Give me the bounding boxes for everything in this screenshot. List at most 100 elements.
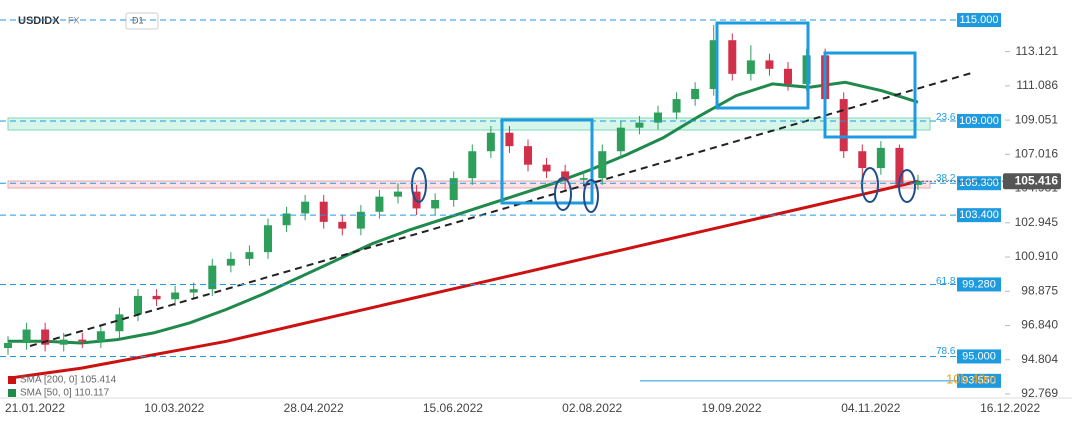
candle-body xyxy=(524,146,532,165)
candle-body xyxy=(152,295,161,300)
candle-body xyxy=(876,147,885,169)
y-tick-label: 107.016 xyxy=(1015,146,1059,160)
last-price-bg xyxy=(1003,173,1061,190)
candle-body xyxy=(765,60,774,69)
candle-body xyxy=(616,127,625,152)
y-tick-label: 109.051 xyxy=(1015,112,1059,126)
candle-body xyxy=(22,329,31,343)
sma-line xyxy=(8,80,919,345)
level-label: 95.000 xyxy=(962,350,996,362)
candle-body xyxy=(542,164,551,172)
candle-body xyxy=(895,147,904,185)
level-label: 93.550 xyxy=(962,375,996,387)
candle-body xyxy=(394,191,402,197)
candle-body xyxy=(226,258,235,266)
last-price-label: 105.416 xyxy=(1015,173,1059,187)
candle-body xyxy=(264,225,272,253)
level-label: 99.280 xyxy=(962,278,996,290)
box xyxy=(823,51,917,139)
candle-body xyxy=(356,211,365,229)
support-zone xyxy=(7,117,931,131)
fib-label: 38.2 xyxy=(936,173,956,184)
interval-selector[interactable] xyxy=(125,12,159,30)
candle-body xyxy=(189,289,198,293)
legend-swatch xyxy=(8,389,16,397)
candle-body xyxy=(691,88,700,100)
candle-body xyxy=(914,181,922,185)
candle-body xyxy=(431,200,440,209)
y-tick-label: 113.121 xyxy=(1016,44,1059,58)
level-label: 103.400 xyxy=(959,209,999,221)
level-label: 115.000 xyxy=(960,14,999,26)
candle-body xyxy=(96,331,105,342)
level-label-bg xyxy=(957,13,1001,28)
candle-body xyxy=(505,132,514,147)
support-zone xyxy=(7,180,931,189)
countdown: 10h 40m xyxy=(946,371,997,386)
level-label-bg xyxy=(957,208,1001,223)
candle-body xyxy=(839,99,848,152)
ellipse xyxy=(583,179,599,213)
ellipse xyxy=(861,167,879,203)
candle-body xyxy=(709,40,718,89)
candle-body xyxy=(78,339,87,342)
candle-body xyxy=(561,171,570,180)
plot xyxy=(4,25,922,380)
y-tick-label: 92.769 xyxy=(1021,386,1058,400)
level-label-bg xyxy=(957,277,1001,292)
x-tick-label: 19.09.2022 xyxy=(701,401,761,415)
box xyxy=(715,21,810,110)
x-tick-label: 15.06.2022 xyxy=(423,401,483,415)
x-tick-label: 16.12.2022 xyxy=(980,401,1040,415)
candle-body xyxy=(4,342,12,349)
level-label: 105.300 xyxy=(959,177,999,189)
interval: D1 xyxy=(132,15,144,25)
annotations xyxy=(411,167,916,213)
ellipse xyxy=(554,177,572,211)
candle-body xyxy=(171,292,180,300)
y-tick-label: 100.910 xyxy=(1015,249,1059,263)
candle-body xyxy=(486,132,495,152)
candle-body xyxy=(449,178,458,201)
fib-label: 23.6 xyxy=(936,112,956,123)
candle-body xyxy=(672,99,681,113)
x-tick-label: 21.01.2022 xyxy=(5,401,65,415)
y-tick-label: 94.804 xyxy=(1021,352,1058,366)
fib-label: 61.8 xyxy=(936,276,956,287)
y-tick-label: 102.945 xyxy=(1015,215,1059,229)
legend-entry: SMA [50, 0] 110.117 xyxy=(20,388,110,399)
level-label-bg xyxy=(957,349,1001,364)
trendline xyxy=(29,71,976,347)
legend-swatch xyxy=(8,376,16,384)
candle-body xyxy=(319,201,328,222)
symbol: USDIDX xyxy=(18,15,60,27)
y-tick-label: 111.086 xyxy=(1016,78,1058,92)
x-tick-label: 28.04.2022 xyxy=(284,401,344,415)
candle-body xyxy=(245,252,254,259)
legend-entry: SMA [200, 0] 105.414 xyxy=(20,375,117,386)
candle-body xyxy=(598,151,607,179)
x-tick-label: 10.03.2022 xyxy=(144,401,204,415)
candle-body xyxy=(858,151,867,169)
y-tick-label: 96.840 xyxy=(1021,318,1058,332)
candle-body xyxy=(59,339,68,345)
candle-body xyxy=(282,213,291,226)
level-label: 109.000 xyxy=(959,115,999,127)
candle-body xyxy=(654,112,662,123)
candle-body xyxy=(375,196,384,212)
candle-body xyxy=(134,295,142,315)
candle-body xyxy=(41,329,50,345)
candle-body xyxy=(579,178,588,180)
candle-body xyxy=(728,40,737,74)
y-tick-label: 98.875 xyxy=(1021,283,1058,297)
level-label-bg xyxy=(957,113,1001,128)
level-label-bg xyxy=(957,176,1001,191)
sma-line xyxy=(7,179,919,380)
x-tick-label: 02.08.2022 xyxy=(562,401,622,415)
annotations xyxy=(500,21,917,205)
candle-body xyxy=(468,151,477,179)
candle-body xyxy=(746,60,755,74)
candle-body xyxy=(115,314,124,332)
ellipse xyxy=(411,167,427,203)
